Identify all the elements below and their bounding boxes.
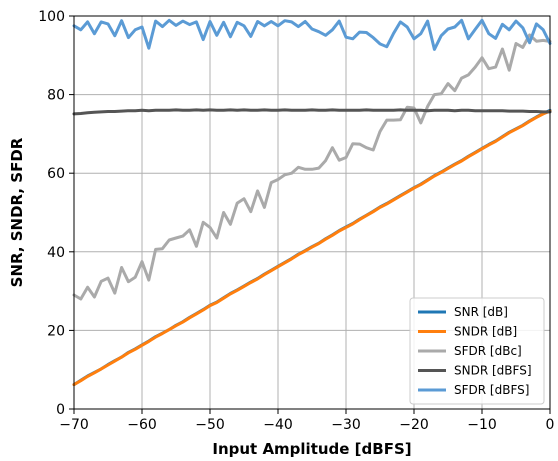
legend: SNR [dB] SNDR [dB] SFDR [dBc] SNDR [dBFS] SF… bbox=[409, 297, 545, 405]
series-lines bbox=[72, 18, 552, 387]
y-axis-title: SNR, SNDR, SFDR bbox=[8, 137, 26, 287]
x-tick-label: −20 bbox=[399, 417, 429, 433]
x-tick-label: 0 bbox=[546, 417, 555, 433]
x-tick-label: −30 bbox=[331, 417, 361, 433]
x-tick-label: −70 bbox=[59, 417, 89, 433]
y-axis: 0 20 40 60 80 100 bbox=[38, 9, 74, 418]
y-tick-label: 20 bbox=[47, 323, 65, 339]
x-axis: −70 −60 −50 −40 −30 −20 −10 0 bbox=[59, 409, 554, 433]
series-line-3 bbox=[72, 108, 552, 116]
y-tick-label: 60 bbox=[47, 166, 65, 182]
y-tick-label: 40 bbox=[47, 245, 65, 261]
x-tick-label: −10 bbox=[467, 417, 497, 433]
series-line-1 bbox=[72, 109, 552, 387]
plot-frame bbox=[73, 15, 551, 410]
legend-label: SFDR [dBFS] bbox=[454, 383, 529, 397]
legend-label: SNR [dB] bbox=[454, 305, 508, 319]
y-tick-label: 0 bbox=[56, 402, 65, 418]
series-line-4 bbox=[72, 18, 552, 51]
legend-label: SNDR [dBFS] bbox=[454, 364, 532, 378]
x-axis-title: Input Amplitude [dBFS] bbox=[212, 440, 411, 458]
y-tick-label: 100 bbox=[38, 9, 65, 25]
legend-label: SFDR [dBc] bbox=[454, 344, 522, 358]
x-tick-label: −40 bbox=[263, 417, 293, 433]
x-tick-label: −60 bbox=[127, 417, 157, 433]
legend-box bbox=[409, 297, 545, 405]
legend-label: SNDR [dB] bbox=[454, 325, 517, 339]
series-line-2 bbox=[72, 33, 552, 301]
y-tick-label: 80 bbox=[47, 88, 65, 104]
x-tick-label: −50 bbox=[195, 417, 225, 433]
